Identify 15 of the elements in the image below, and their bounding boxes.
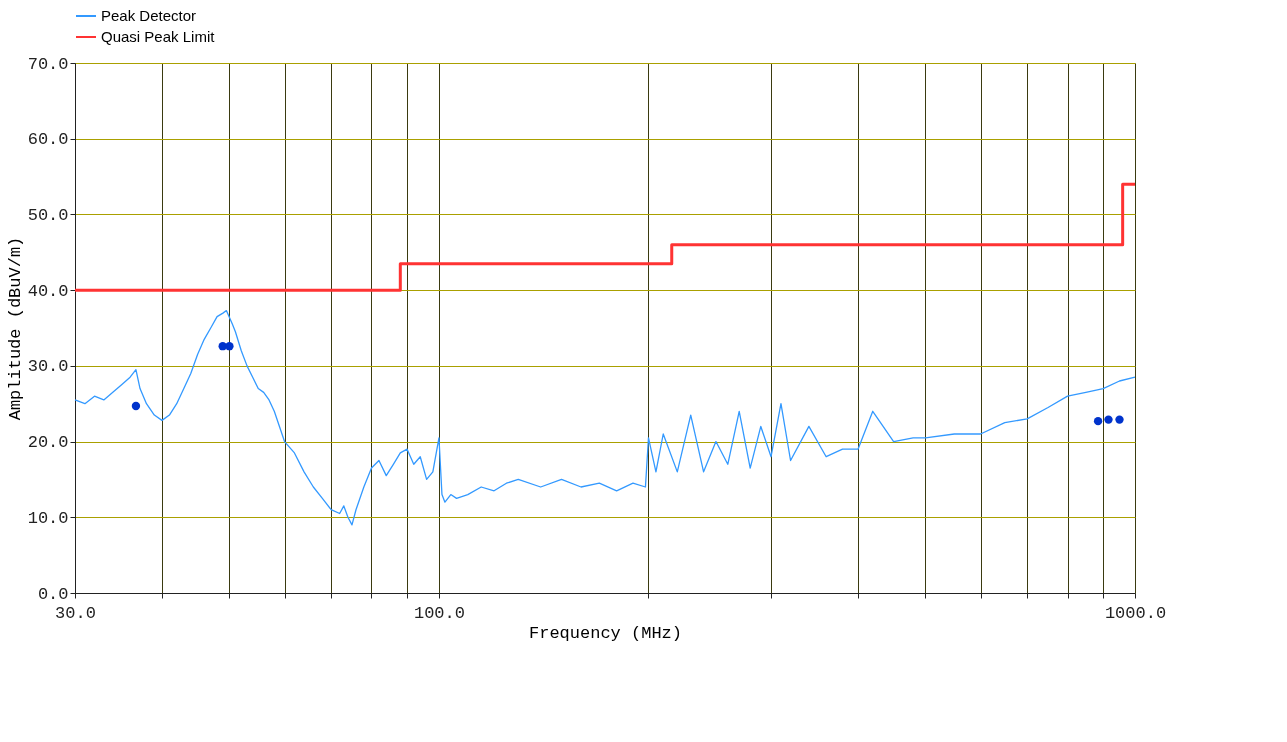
y-axis-title: Amplitude (dBuV/m) (5, 236, 25, 421)
legend-label: Peak Detector (101, 7, 197, 24)
x-tick-label: 1000.0 (1104, 603, 1167, 623)
y-tick-label: 60.0 (27, 130, 69, 150)
y-tick-label: 40.0 (27, 281, 69, 301)
x-tick-label: 30.0 (55, 603, 96, 623)
y-tick-label: 50.0 (27, 205, 69, 225)
y-tick-label: 30.0 (27, 357, 69, 377)
legend-label: Quasi Peak Limit (101, 28, 216, 45)
y-tick-label: 20.0 (27, 433, 69, 453)
y-tick-label: 70.0 (27, 54, 69, 74)
x-tick-label: 100.0 (413, 603, 465, 623)
y-tick-label: 0.0 (37, 584, 69, 604)
x-axis-title: Frequency (MHz) (528, 623, 683, 643)
y-tick-label: 10.0 (27, 508, 69, 528)
